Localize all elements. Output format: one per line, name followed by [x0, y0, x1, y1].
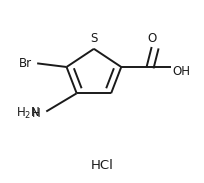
Text: S: S [90, 32, 98, 45]
Text: O: O [147, 32, 156, 45]
Text: OH: OH [172, 65, 190, 78]
Text: H: H [31, 107, 40, 120]
Text: Br: Br [19, 57, 32, 70]
Text: HCl: HCl [91, 158, 113, 171]
Text: $\mathregular{H_2N}$: $\mathregular{H_2N}$ [16, 106, 40, 121]
